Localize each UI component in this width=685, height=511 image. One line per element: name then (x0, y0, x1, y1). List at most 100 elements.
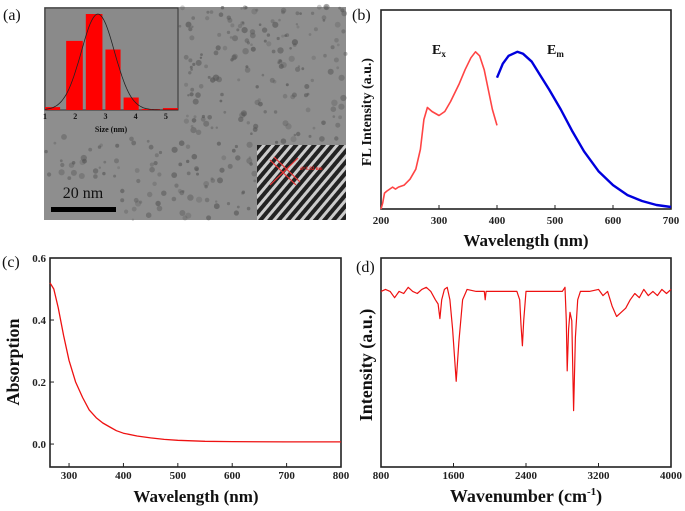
nanoparticle (284, 34, 287, 37)
d-xlabel: Wavenumber (cm-1) (450, 486, 602, 506)
nanoparticle (226, 30, 231, 35)
histogram: 1 2 3 4 5 (43, 13, 178, 121)
nanoparticle (323, 53, 327, 58)
plot-frame (49, 257, 342, 468)
panel-label-a: (a) (3, 7, 21, 24)
nanoparticle (249, 32, 256, 39)
nanoparticle (255, 8, 259, 12)
nanoparticle (215, 45, 221, 51)
nanoparticle (216, 141, 221, 146)
nanoparticle (204, 197, 210, 203)
x-tick-label: 300 (431, 215, 448, 227)
x-tick-label: 700 (663, 215, 680, 227)
nanoparticle (186, 171, 191, 176)
nanoparticle (133, 197, 139, 203)
nanoparticle (331, 99, 338, 107)
nanoparticle (290, 136, 297, 143)
nanoparticle (244, 67, 251, 73)
nanoparticle (209, 10, 214, 14)
nanoparticle (179, 190, 185, 196)
nanoparticle (249, 29, 256, 35)
nanoparticle (178, 162, 183, 167)
nanoparticle (158, 150, 163, 155)
nanoparticle (312, 126, 316, 130)
nanoparticle (336, 43, 340, 47)
nanoparticle (131, 140, 137, 146)
nanoparticle (257, 98, 261, 102)
nanoparticle (241, 21, 245, 24)
nanoparticle (301, 67, 305, 71)
nanoparticle (219, 167, 225, 173)
nanoparticle (154, 153, 159, 158)
nanoparticle (148, 144, 154, 150)
nanoparticle (183, 54, 189, 60)
d-ylabel: Intensity (a.u.) (356, 309, 377, 422)
nanoparticle (291, 39, 298, 46)
nanoparticle (53, 141, 57, 145)
nanoparticle (204, 64, 209, 69)
nanoparticle (275, 140, 279, 144)
nanoparticle (278, 18, 281, 22)
nanoparticle (145, 212, 152, 218)
nanoparticle (226, 202, 231, 206)
nanoparticle (277, 61, 281, 65)
nanoparticle (117, 166, 120, 170)
nanoparticle (190, 127, 197, 134)
nanoparticle (120, 188, 125, 194)
plot-frame (380, 257, 672, 468)
nanoparticle (207, 75, 211, 79)
y-tick-label: 0.4 (32, 315, 46, 327)
nanoparticle (201, 114, 205, 119)
nanoparticle (190, 68, 193, 71)
nanoparticle (240, 7, 243, 10)
gaussian-fit-curve (44, 13, 178, 111)
x-tick-label: 800 (373, 470, 390, 482)
nanoparticle (181, 190, 185, 193)
nanoparticle (188, 71, 192, 75)
nanoparticle (338, 115, 342, 120)
nanoparticle (250, 132, 253, 135)
nanoparticle (221, 155, 227, 161)
nanoparticle (334, 21, 341, 28)
nanoparticle (147, 191, 153, 198)
nanoparticle (269, 77, 275, 83)
nanoparticle (206, 215, 212, 221)
nanoparticle (343, 51, 348, 56)
nanoparticle (102, 171, 106, 176)
nanoparticle (92, 168, 99, 174)
panel-label-c: (c) (2, 254, 20, 271)
nanoparticle (335, 122, 341, 128)
nanoparticle (263, 39, 267, 43)
nanoparticle (316, 4, 322, 10)
nanoparticle (236, 28, 240, 32)
nanoparticle (186, 114, 189, 118)
nanoparticle (131, 218, 135, 221)
nanoparticle (192, 62, 196, 66)
nanoparticle (296, 131, 301, 137)
nanoparticle (182, 215, 188, 221)
b-xlabel: Wavelength (nm) (463, 231, 588, 250)
nanoparticle (240, 110, 247, 117)
nanoparticle (152, 181, 157, 186)
nanoparticle (246, 41, 250, 45)
nanoparticle (280, 138, 287, 144)
nanoparticle (97, 145, 102, 149)
c-ylabel: Absorption (3, 318, 23, 405)
nanoparticle (305, 107, 311, 113)
nanoparticle (340, 8, 345, 13)
nanoparticle (276, 36, 280, 41)
nanoparticle (232, 35, 238, 42)
nanoparticle (171, 172, 178, 179)
x-tick-label: 800 (333, 470, 350, 482)
nanoparticle (129, 136, 134, 142)
nanoparticle (258, 101, 263, 107)
nanoparticle (279, 59, 282, 63)
nanoparticle (200, 116, 206, 122)
y-tick-label: 0.0 (32, 439, 46, 451)
nanoparticle (237, 24, 243, 29)
nanoparticle (249, 162, 253, 166)
histogram-bar (45, 107, 61, 110)
nanoparticle (282, 120, 289, 127)
nanoparticle (135, 200, 142, 207)
nanoparticle (199, 56, 203, 59)
